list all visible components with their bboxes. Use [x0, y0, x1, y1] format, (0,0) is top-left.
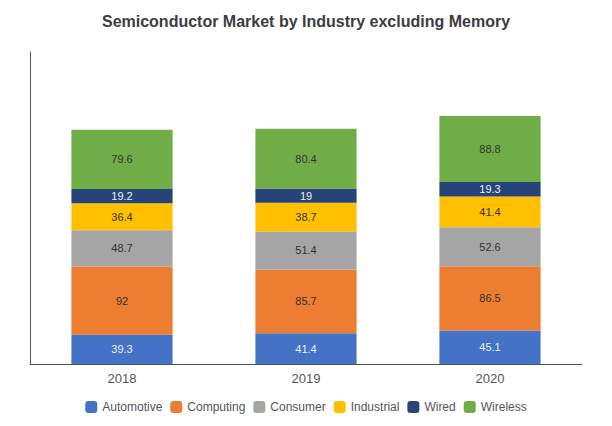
- svg-text:19.3: 19.3: [479, 183, 500, 195]
- svg-text:Wireless: Wireless: [481, 400, 527, 414]
- svg-text:19: 19: [300, 190, 312, 202]
- svg-text:Consumer: Consumer: [270, 400, 325, 414]
- svg-text:2020: 2020: [476, 371, 505, 386]
- svg-text:39.3: 39.3: [111, 343, 132, 355]
- svg-text:Industrial: Industrial: [351, 400, 400, 414]
- svg-text:41.4: 41.4: [479, 206, 500, 218]
- svg-text:92: 92: [116, 295, 128, 307]
- svg-text:85.7: 85.7: [295, 295, 316, 307]
- svg-text:80.4: 80.4: [295, 153, 316, 165]
- svg-text:19.2: 19.2: [111, 190, 132, 202]
- svg-text:Semiconductor Market by Indust: Semiconductor Market by Industry excludi…: [102, 13, 510, 30]
- svg-text:Computing: Computing: [187, 400, 245, 414]
- svg-text:52.6: 52.6: [479, 241, 500, 253]
- svg-text:79.6: 79.6: [111, 153, 132, 165]
- svg-text:38.7: 38.7: [295, 211, 316, 223]
- svg-text:41.4: 41.4: [295, 343, 316, 355]
- svg-text:86.5: 86.5: [479, 292, 500, 304]
- svg-text:48.7: 48.7: [111, 242, 132, 254]
- svg-text:2019: 2019: [292, 371, 321, 386]
- svg-text:2018: 2018: [108, 371, 137, 386]
- svg-text:45.1: 45.1: [479, 341, 500, 353]
- svg-text:Automotive: Automotive: [102, 400, 162, 414]
- svg-text:51.4: 51.4: [295, 244, 316, 256]
- svg-text:88.8: 88.8: [479, 143, 500, 155]
- svg-text:Wired: Wired: [424, 400, 455, 414]
- svg-text:36.4: 36.4: [111, 211, 132, 223]
